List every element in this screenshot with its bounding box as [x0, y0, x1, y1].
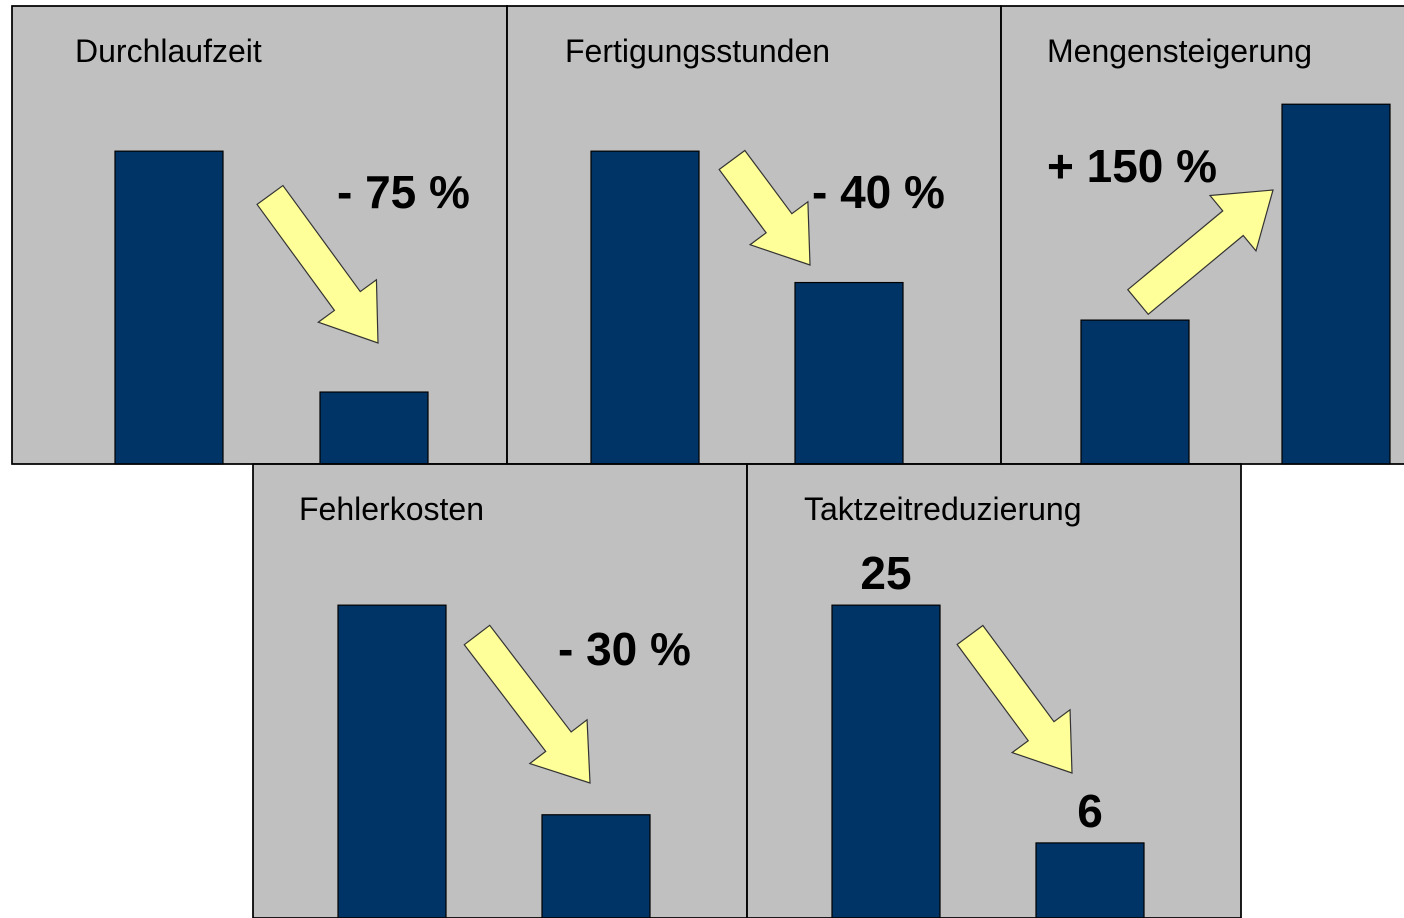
bar — [337, 604, 447, 918]
panel-title: Mengensteigerung — [1047, 33, 1312, 69]
bar — [114, 150, 224, 465]
bar — [319, 391, 429, 465]
annotation: - 30 % — [558, 623, 691, 675]
panel — [506, 5, 1002, 465]
bar — [590, 150, 700, 465]
panel-border — [746, 463, 1242, 918]
panel — [11, 5, 508, 465]
bar — [1080, 319, 1190, 465]
arrow — [956, 624, 1073, 774]
panel-title: Fertigungsstunden — [565, 33, 830, 69]
value-label: 6 — [1077, 785, 1103, 837]
arrow — [718, 149, 811, 266]
bar — [1281, 103, 1391, 465]
arrow — [256, 184, 379, 344]
value-label: 25 — [860, 547, 911, 599]
arrow — [1126, 189, 1274, 316]
bar — [831, 604, 941, 918]
panel-title: Durchlaufzeit — [75, 33, 262, 69]
arrow — [463, 624, 591, 784]
annotation: + 150 % — [1047, 140, 1217, 192]
panel-title: Fehlerkosten — [299, 491, 484, 527]
bar — [1035, 842, 1145, 918]
bar — [794, 281, 904, 465]
panel-title: Taktzeitreduzierung — [804, 491, 1081, 527]
bar — [541, 814, 651, 918]
annotation: - 75 % — [337, 166, 470, 218]
annotation: - 40 % — [812, 166, 945, 218]
